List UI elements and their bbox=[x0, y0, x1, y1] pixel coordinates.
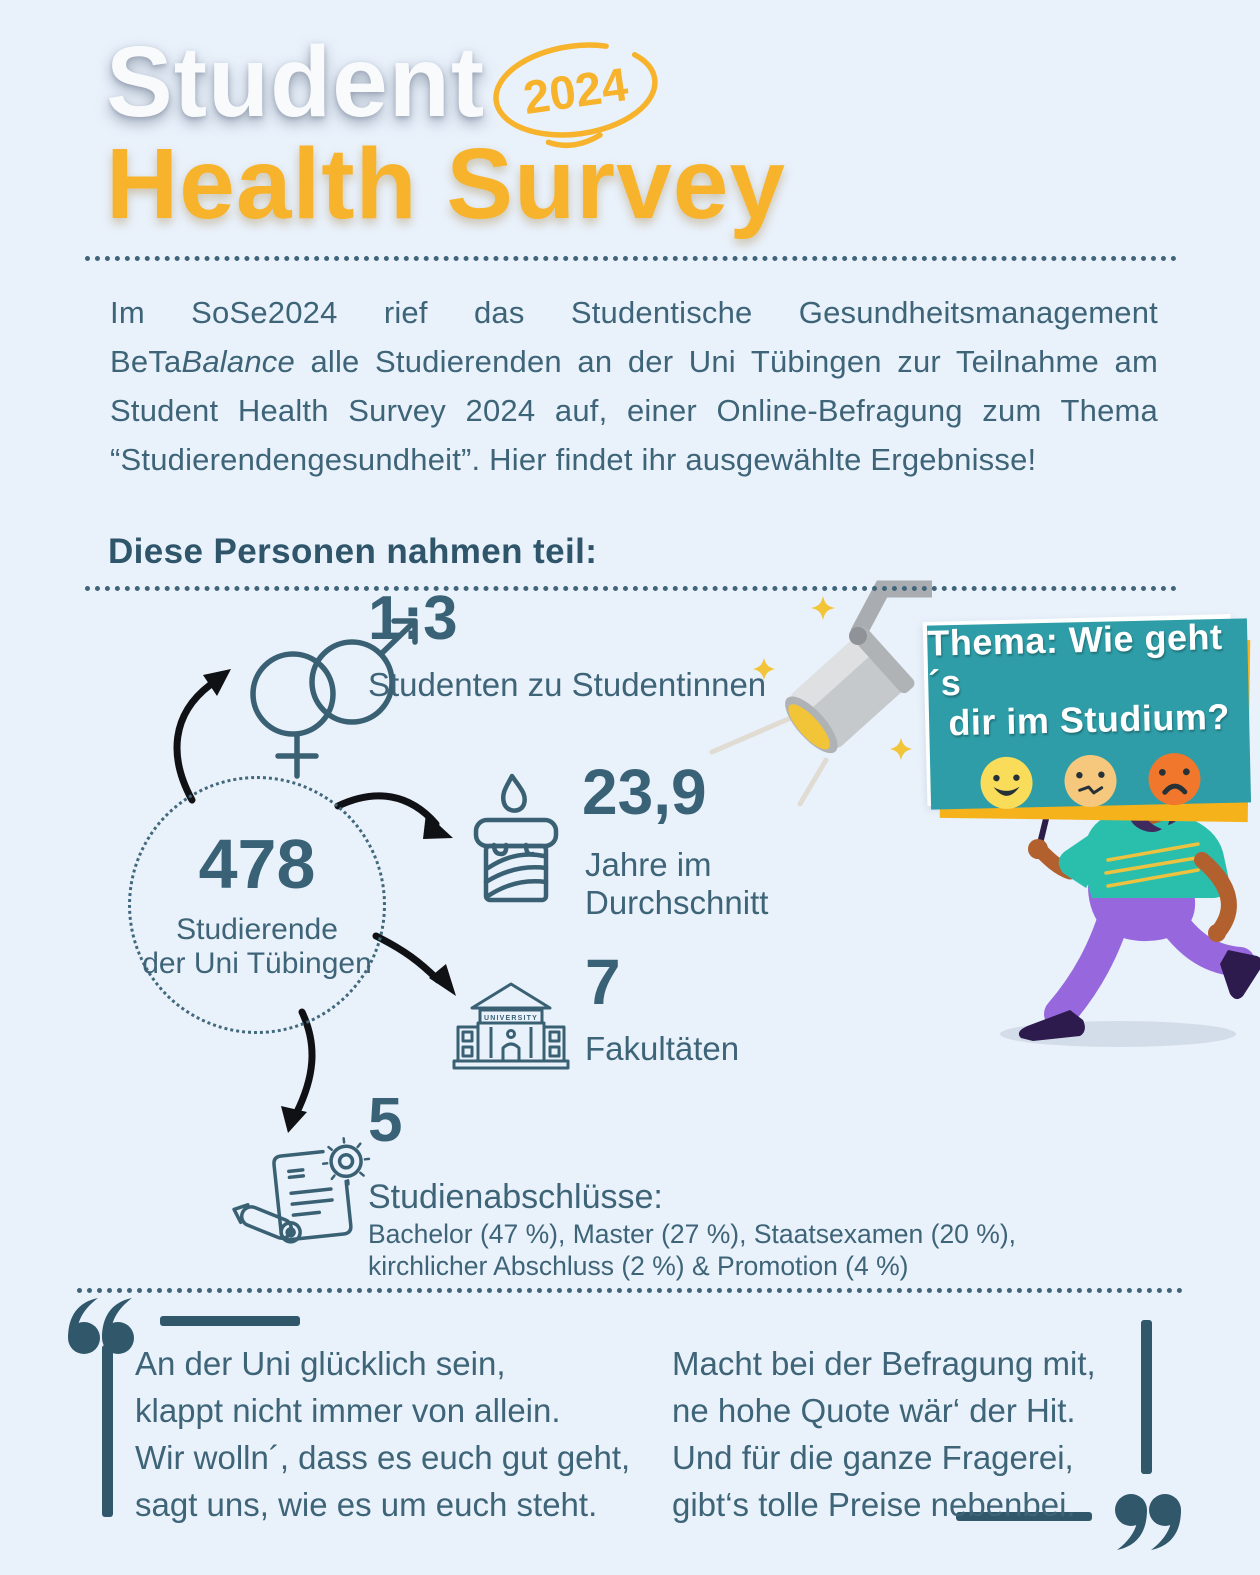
sparkle-icons bbox=[753, 596, 912, 760]
intro-text-part2: alle Studierenden an der Uni Tübingen zu… bbox=[110, 344, 1158, 477]
intro-paragraph: Im SoSe2024 rief das Studentische Gesund… bbox=[110, 288, 1158, 484]
year-badge-label: 2024 bbox=[520, 57, 631, 124]
building-banner-label: UNIVERSITY bbox=[484, 1015, 538, 1022]
total-label: Studierende der Uni Tübingen bbox=[142, 913, 372, 980]
quote-left-top-rule bbox=[160, 1316, 300, 1326]
topic-sign: Thema: Wie geht´s dir im Studium? bbox=[922, 612, 1259, 823]
quote-right-side-rule bbox=[1141, 1320, 1152, 1474]
age-value: 23,9 bbox=[582, 756, 707, 828]
total-value: 478 bbox=[198, 825, 316, 903]
neutral-face-icon bbox=[1064, 754, 1117, 807]
total-participants-circle: 478 Studierende der Uni Tübingen bbox=[128, 776, 386, 1034]
sign-line1: Thema: Wie geht´s bbox=[926, 615, 1223, 704]
faculties-label: Fakultäten bbox=[585, 1030, 740, 1067]
faculties-value: 7 bbox=[585, 946, 621, 1018]
age-label: Jahre im Durchschnitt bbox=[585, 846, 769, 921]
quote-right-bottom-rule bbox=[956, 1512, 1092, 1521]
dotted-separator-participants bbox=[85, 586, 1177, 591]
candle-icon bbox=[473, 773, 559, 903]
participants-heading: Diese Personen nahmen teil: bbox=[108, 532, 598, 571]
quote-left-side-rule bbox=[102, 1345, 113, 1517]
person-illustration bbox=[1000, 767, 1260, 1047]
emoji-row bbox=[979, 751, 1202, 810]
dotted-separator-quotes bbox=[77, 1288, 1183, 1293]
sign-board: Thema: Wie geht´s dir im Studium? bbox=[926, 615, 1252, 810]
upset-face-icon bbox=[1148, 753, 1201, 806]
quote-right: Macht bei der Befragung mit, ne hohe Quot… bbox=[672, 1345, 1096, 1523]
page-title-line1: Student bbox=[106, 26, 486, 138]
degrees-label: Studienabschlüsse: bbox=[368, 1178, 663, 1216]
page-title-line2: Health Survey bbox=[106, 128, 786, 240]
close-quote-icon bbox=[1115, 1494, 1181, 1550]
university-building-icon: UNIVERSITY bbox=[452, 982, 570, 1070]
ratio-value: 1:3 bbox=[368, 584, 458, 653]
intro-text-italic: Balance bbox=[181, 344, 295, 379]
gender-symbols-icon bbox=[250, 618, 418, 779]
degrees-value: 5 bbox=[368, 1086, 403, 1155]
year-badge: 2024 bbox=[493, 42, 658, 149]
degrees-details: Bachelor (47 %), Master (27 %), Staatsex… bbox=[368, 1219, 1017, 1281]
sign-line2: dir im Studium? bbox=[947, 695, 1231, 744]
quote-left: An der Uni glücklich sein, klappt nicht i… bbox=[135, 1345, 631, 1523]
diploma-icon bbox=[232, 1137, 371, 1244]
intro-text-part1: Im SoSe2024 rief das Studentische Gesund… bbox=[110, 295, 1158, 379]
dotted-separator-top bbox=[85, 256, 1177, 261]
happy-face-icon bbox=[980, 756, 1033, 809]
ratio-label: Studenten zu Studentinnen bbox=[368, 666, 767, 703]
open-quote-icon bbox=[68, 1298, 134, 1354]
